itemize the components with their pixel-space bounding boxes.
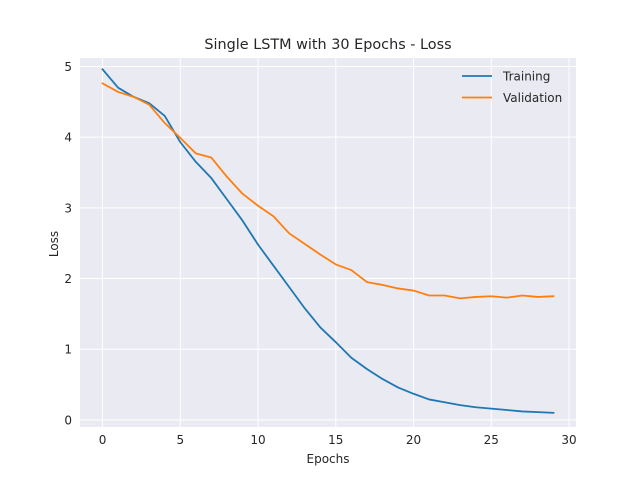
x-axis-label: Epochs [307, 452, 350, 466]
x-tick-label: 20 [406, 433, 421, 447]
x-tick-label: 5 [176, 433, 184, 447]
y-tick-label: 1 [64, 343, 72, 357]
x-tick-label: 25 [484, 433, 499, 447]
chart-title: Single LSTM with 30 Epochs - Loss [204, 37, 451, 53]
series-line-training [101, 68, 555, 414]
x-tick-label: 10 [250, 433, 265, 447]
series-lines [101, 68, 555, 414]
y-tick-label: 3 [64, 201, 72, 215]
plot-area [80, 58, 576, 427]
x-tick-label: 15 [328, 433, 343, 447]
series-line-validation [101, 82, 555, 300]
y-tick-labels: 0 1 2 3 4 5 [64, 60, 72, 427]
legend: Training Validation [462, 70, 562, 105]
y-tick-label: 4 [64, 131, 72, 145]
y-tick-label: 2 [64, 272, 72, 286]
grid-lines [80, 58, 576, 427]
y-axis-label: Loss [47, 231, 61, 257]
legend-label-training: Training [502, 70, 550, 84]
x-tick-label: 0 [99, 433, 107, 447]
x-tick-label: 30 [561, 433, 576, 447]
legend-label-validation: Validation [503, 91, 562, 105]
y-tick-label: 5 [64, 60, 72, 74]
y-tick-label: 0 [64, 413, 72, 427]
x-tick-labels: 0 5 10 15 20 25 30 [99, 433, 577, 447]
